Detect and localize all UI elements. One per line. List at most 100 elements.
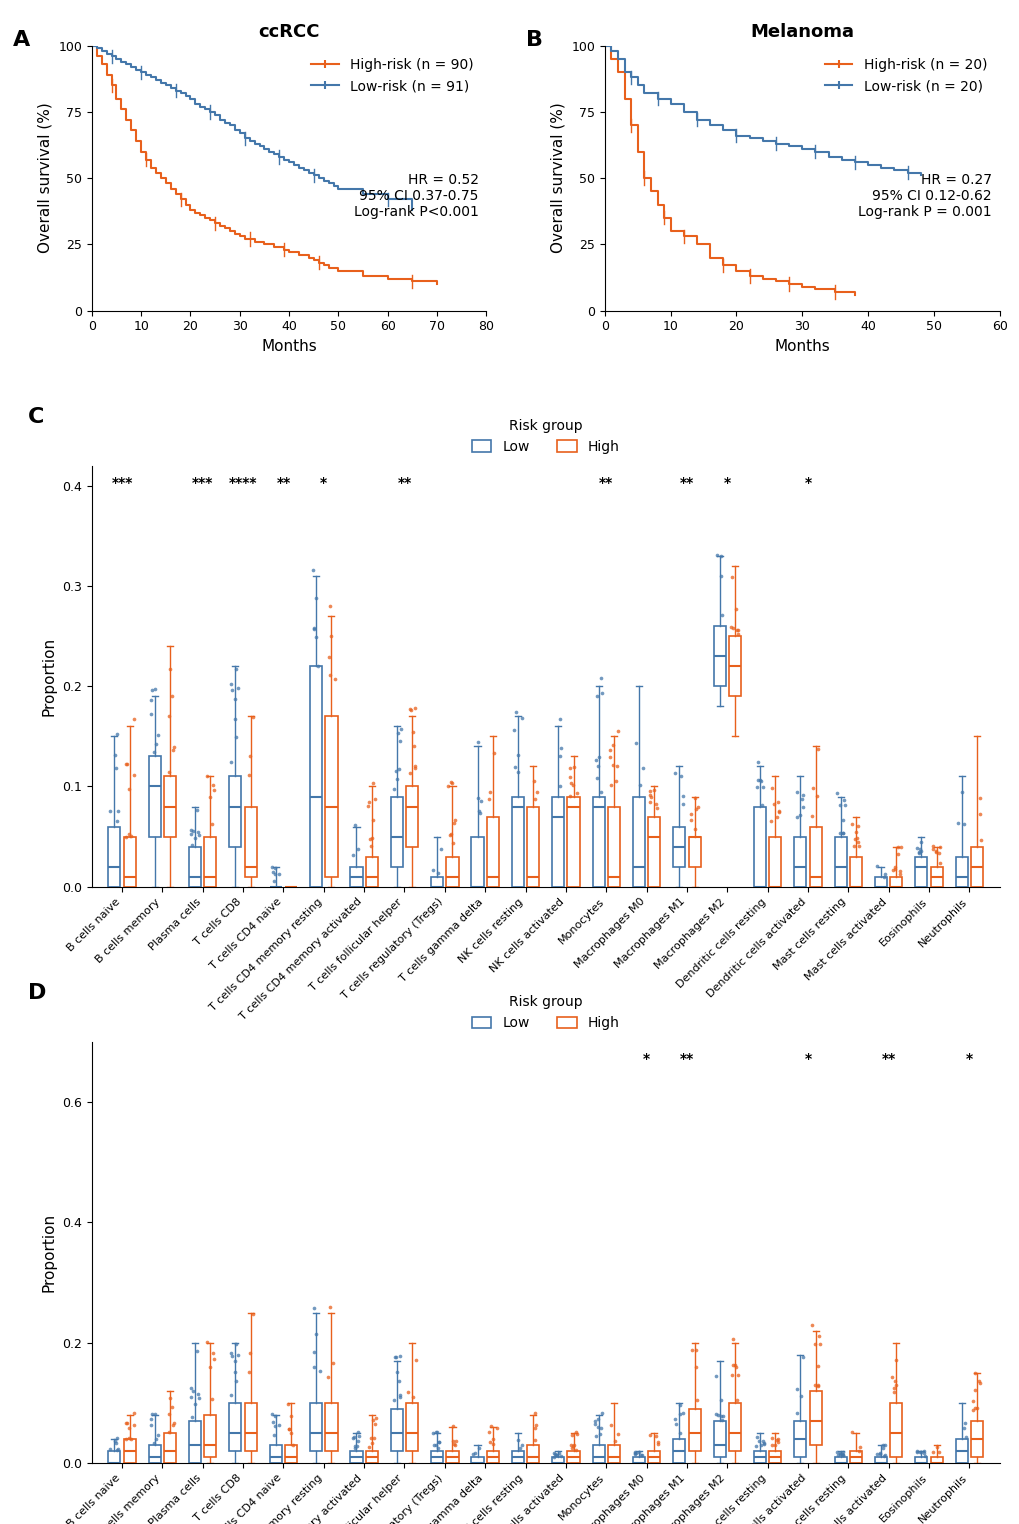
PathPatch shape <box>607 806 620 887</box>
Point <box>844 812 860 837</box>
Point <box>566 1433 582 1457</box>
Point <box>405 719 421 744</box>
Point <box>708 543 725 567</box>
Point <box>144 1402 160 1426</box>
Point <box>526 1416 542 1440</box>
Point <box>875 864 892 888</box>
Point <box>627 1442 643 1466</box>
Point <box>834 1442 850 1466</box>
Point <box>150 1423 166 1448</box>
Point <box>205 773 221 797</box>
PathPatch shape <box>874 876 887 887</box>
Point <box>321 593 337 617</box>
Point <box>806 1373 822 1398</box>
Point <box>687 786 703 811</box>
Point <box>514 706 530 730</box>
Point <box>165 1411 181 1436</box>
Point <box>429 861 445 885</box>
Point <box>564 773 580 797</box>
PathPatch shape <box>108 1451 120 1463</box>
Point <box>608 754 625 779</box>
Point <box>794 1346 810 1370</box>
PathPatch shape <box>647 1451 659 1463</box>
PathPatch shape <box>753 806 765 887</box>
Point <box>964 1388 980 1413</box>
Point <box>747 1434 763 1458</box>
Point <box>120 821 137 846</box>
PathPatch shape <box>164 1433 176 1463</box>
Point <box>321 663 337 687</box>
PathPatch shape <box>567 797 579 887</box>
Point <box>970 1369 986 1393</box>
Point <box>513 1433 529 1457</box>
PathPatch shape <box>123 1439 136 1463</box>
Point <box>834 821 850 846</box>
Point <box>588 765 604 789</box>
Point <box>626 1440 642 1465</box>
Point <box>160 1419 176 1443</box>
Point <box>602 773 619 797</box>
PathPatch shape <box>446 1451 459 1463</box>
Point <box>526 786 542 811</box>
Point <box>143 1413 159 1437</box>
PathPatch shape <box>351 867 362 887</box>
Point <box>730 1362 746 1387</box>
Point <box>645 777 661 802</box>
Point <box>125 1401 142 1425</box>
Point <box>205 1341 221 1366</box>
Point <box>762 809 779 834</box>
Point <box>873 1433 890 1457</box>
Point <box>811 1332 827 1356</box>
Point <box>548 1443 565 1468</box>
Point <box>190 1381 206 1405</box>
Point <box>672 1402 688 1426</box>
PathPatch shape <box>768 837 781 887</box>
Point <box>849 831 865 855</box>
Point <box>366 788 382 812</box>
Point <box>545 1445 561 1469</box>
PathPatch shape <box>929 867 942 887</box>
Point <box>687 797 703 821</box>
Point <box>836 788 852 812</box>
Point <box>847 820 863 844</box>
Point <box>672 764 688 788</box>
Point <box>308 625 324 649</box>
Point <box>110 1437 126 1462</box>
Point <box>427 1419 443 1443</box>
Point <box>122 1426 139 1451</box>
Point <box>109 1439 125 1463</box>
Point <box>429 1436 445 1460</box>
Point <box>364 826 380 850</box>
Point <box>713 1408 730 1433</box>
Point <box>480 788 496 812</box>
Point <box>926 838 943 863</box>
Point <box>723 1326 740 1350</box>
Text: **: ** <box>679 475 693 491</box>
Point <box>223 750 239 774</box>
Point <box>871 1442 888 1466</box>
Point <box>482 1430 498 1454</box>
Point <box>425 1420 441 1445</box>
Point <box>202 1355 218 1379</box>
Point <box>386 777 403 802</box>
Text: *: * <box>965 1053 972 1067</box>
Point <box>407 754 423 779</box>
Point <box>346 812 363 837</box>
Point <box>223 672 239 696</box>
PathPatch shape <box>229 776 242 847</box>
Point <box>144 678 160 703</box>
Point <box>146 739 162 764</box>
Point <box>602 1413 619 1437</box>
Point <box>562 1433 579 1457</box>
Point <box>362 826 378 850</box>
Point <box>321 645 337 669</box>
Point <box>525 768 541 792</box>
Point <box>483 1414 499 1439</box>
Text: *: * <box>320 475 327 491</box>
PathPatch shape <box>955 856 967 887</box>
Point <box>324 1350 340 1375</box>
Point <box>441 823 458 847</box>
Point <box>930 1440 947 1465</box>
Point <box>766 1433 783 1457</box>
Point <box>834 1443 850 1468</box>
